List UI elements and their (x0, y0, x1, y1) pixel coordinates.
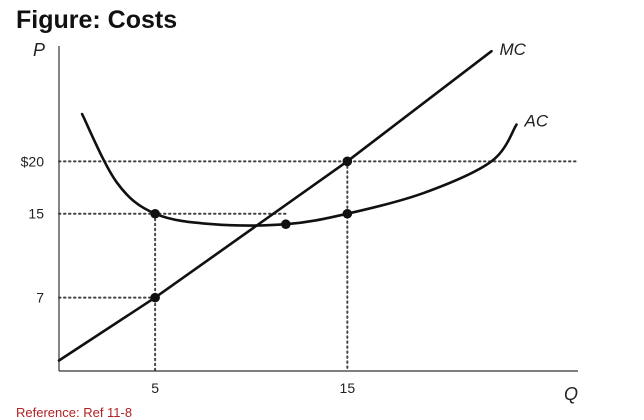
point-11.8-14 (281, 219, 291, 230)
point-5-15 (150, 208, 160, 219)
series-curves (57, 49, 518, 362)
reference-note: Reference: Ref 11-8 (16, 405, 133, 420)
y-tick-label-15: 15 (28, 206, 44, 222)
page-title: Figure: Costs (16, 6, 178, 34)
intersection-points (150, 156, 353, 303)
x-tick-label-5: 5 (151, 380, 159, 396)
series-label-ac: AC (523, 112, 548, 131)
series-mc-curve (57, 49, 493, 362)
y-axis-label: P (33, 40, 45, 60)
point-15-15 (342, 208, 353, 219)
x-tick-label-15: 15 (340, 380, 356, 396)
y-tick-label-7: 7 (36, 290, 44, 306)
series-ac-curve (80, 112, 518, 227)
chart-labels: 5 15 $20 15 7 P Q MC AC (21, 40, 578, 404)
point-15-20 (342, 156, 353, 167)
axes (58, 46, 578, 372)
reference-lines (58, 160, 579, 372)
series-label-mc: MC (500, 40, 527, 59)
point-5-7 (150, 292, 160, 303)
y-tick-label-20: $20 (21, 153, 45, 169)
x-axis-label: Q (564, 384, 578, 404)
